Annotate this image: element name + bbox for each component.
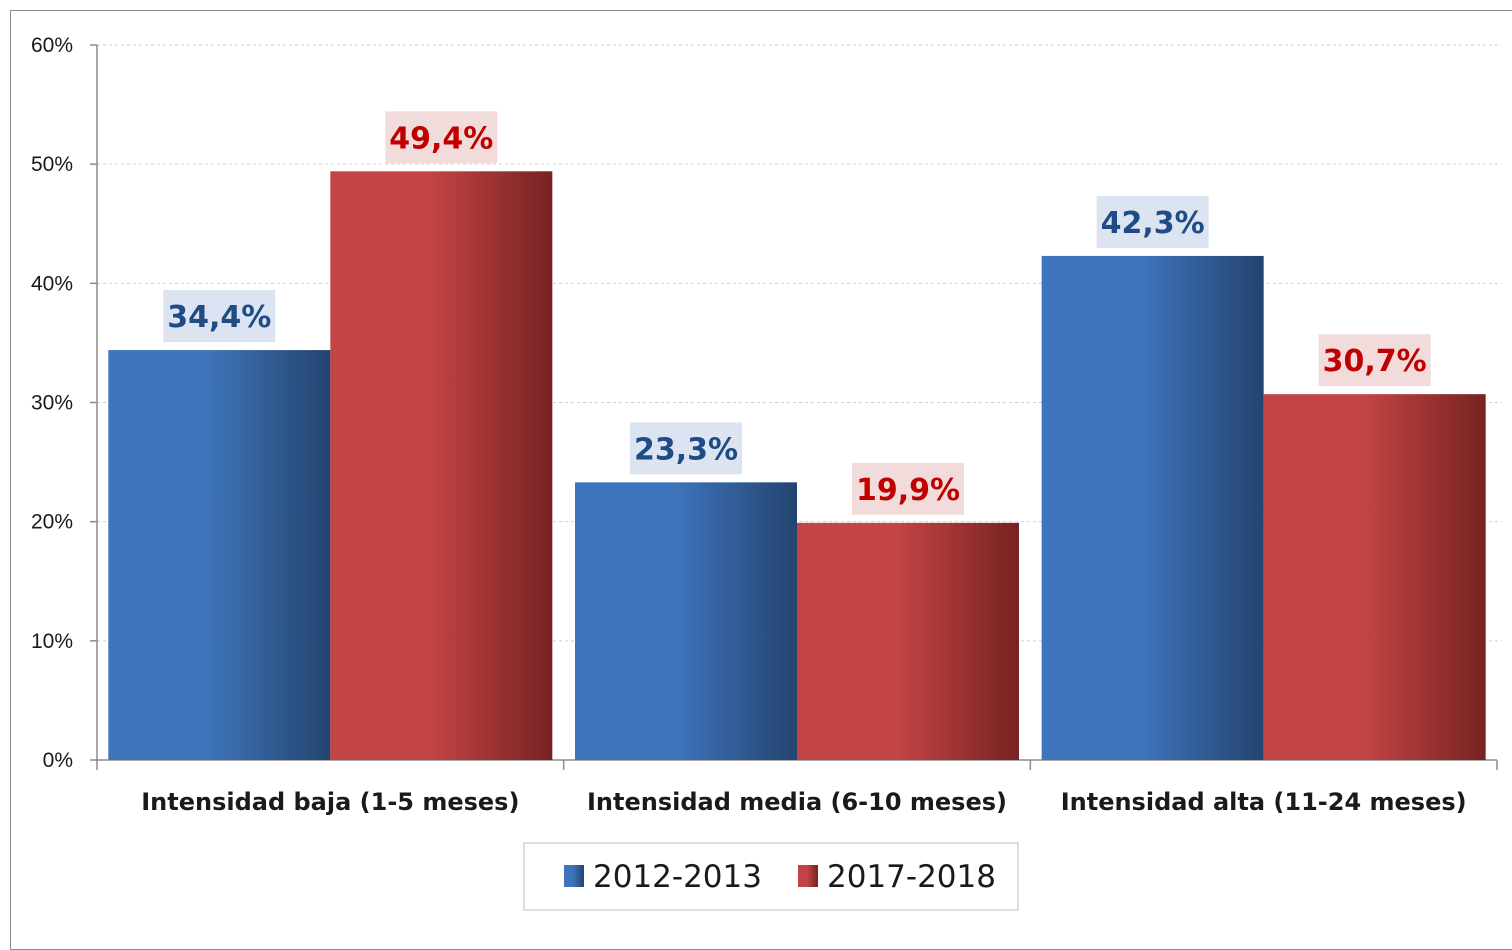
legend-label: 2017-2018 bbox=[827, 859, 996, 895]
y-tick-label: 10% bbox=[31, 630, 73, 653]
data-label: 30,7% bbox=[1323, 344, 1427, 379]
data-label-box bbox=[163, 290, 276, 343]
legend-label: 2012-2013 bbox=[593, 859, 762, 895]
data-label: 42,3% bbox=[1101, 206, 1205, 241]
y-tick-label: 40% bbox=[31, 272, 73, 295]
legend-box bbox=[523, 842, 1019, 911]
legend-swatch bbox=[798, 865, 818, 887]
data-label: 34,4% bbox=[167, 300, 271, 335]
y-tick-label: 30% bbox=[31, 392, 73, 415]
legend-swatch bbox=[564, 865, 584, 887]
data-label-box bbox=[630, 422, 742, 475]
bar-chart: 0% 10% 20% 30% 40% 50% 60% Intensidad baja (1-5… bbox=[31, 34, 1502, 911]
data-label-box bbox=[1096, 195, 1209, 248]
data-label: 49,4% bbox=[389, 121, 493, 156]
data-label-box bbox=[385, 111, 498, 164]
category-label: Intensidad alta (11-24 meses) bbox=[1061, 788, 1467, 816]
bar bbox=[575, 482, 797, 760]
y-tick-label: 20% bbox=[31, 511, 73, 534]
category-label: Intensidad media (6-10 meses) bbox=[587, 788, 1007, 816]
bars bbox=[108, 171, 1486, 761]
data-label: 19,9% bbox=[856, 473, 960, 508]
bar bbox=[1263, 394, 1486, 760]
bar bbox=[108, 350, 331, 760]
bar bbox=[1041, 255, 1264, 761]
data-label-box bbox=[1318, 334, 1431, 387]
data-labels: 34,4% 49,4% 23,3% 19,9% 42,3% 30,7% bbox=[163, 111, 1431, 515]
legend: 2012-2013 2017-2018 bbox=[523, 842, 1019, 911]
data-label-box bbox=[852, 462, 964, 515]
y-tick-label: 60% bbox=[31, 34, 73, 57]
y-tick-label: 0% bbox=[43, 749, 73, 772]
bar bbox=[330, 171, 553, 761]
data-label: 23,3% bbox=[634, 432, 738, 467]
category-label: Intensidad baja (1-5 meses) bbox=[141, 788, 519, 816]
y-tick-label: 50% bbox=[31, 153, 73, 176]
bar bbox=[797, 522, 1019, 760]
